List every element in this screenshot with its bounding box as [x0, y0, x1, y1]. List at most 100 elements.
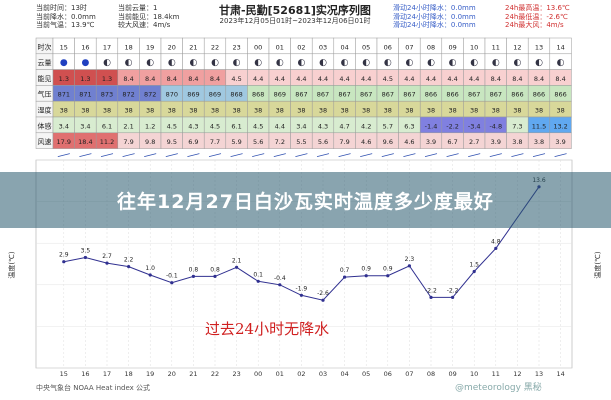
x-tick-label: 12	[513, 370, 521, 378]
table-cell-value: 38	[448, 107, 456, 115]
temperature-label: 0.1	[253, 271, 263, 278]
temperature-point	[386, 274, 390, 278]
header-left-1: 当前降水：0.0mm	[36, 12, 96, 21]
table-cell-value: 14	[556, 43, 564, 51]
table-cell-value: 38	[189, 107, 197, 115]
table-cell-value: 867	[490, 91, 502, 99]
table-row-label: 能见	[38, 74, 52, 83]
table-cell-value: 38	[124, 107, 132, 115]
x-tick-label: 15	[60, 370, 68, 378]
temperature-label: 1.0	[145, 265, 155, 272]
watermark: @meteorology 黑秘	[455, 383, 542, 393]
wind-barb	[165, 153, 178, 157]
table-cell-value: 7.2	[275, 138, 285, 146]
table-cell-value: 4.5	[231, 75, 241, 83]
temperature-point	[235, 265, 239, 269]
header-right2: 24h最高温：13.6℃ 24h最低温：-2.6℃ 24h最大风：4m/s	[505, 4, 570, 30]
table-cell-value: 10	[470, 43, 478, 51]
x-tick-label: 20	[168, 370, 176, 378]
table-cell-value: -1.4	[425, 122, 438, 130]
table-cell-value: ◐	[189, 58, 197, 68]
table-cell-value: 4.4	[426, 75, 436, 83]
temperature-label: 4.8	[491, 238, 501, 245]
x-tick-label: 06	[384, 370, 392, 378]
table-cell-value: ◐	[557, 58, 565, 68]
table-cell-value: ◐	[146, 58, 154, 68]
wind-barb	[381, 153, 394, 157]
wind-barb	[252, 153, 265, 157]
wind-barb	[144, 153, 157, 157]
table-cell-value: 8.4	[188, 75, 198, 83]
header-left: 当前时间：13时 当前降水：0.0mm 当前气温：13.9℃	[36, 4, 96, 30]
table-cell-value: 4.4	[275, 122, 285, 130]
table-cell-value: 08	[427, 43, 435, 51]
temperature-label: 2.7	[102, 253, 112, 260]
temperature-label: -2.6	[317, 290, 329, 297]
table-cell-value: 3.9	[491, 138, 501, 146]
header-right: 滑动24小时降水：0.0mm 滑动24小时降水：0.0mm 滑动24小时降水：0…	[393, 4, 476, 30]
table-cell-value: ◐	[233, 58, 241, 68]
wind-barb	[316, 153, 330, 157]
wind-barb	[230, 153, 243, 157]
table-cell-value: 8.4	[534, 75, 544, 83]
table-cell-value: 8.4	[167, 75, 177, 83]
x-tick-label: 17	[103, 370, 111, 378]
temperature-label: 0.7	[340, 267, 350, 274]
x-tick-label: 04	[340, 370, 348, 378]
table-cell-value: 2.1	[123, 122, 133, 130]
temperature-label: 2.3	[405, 256, 415, 263]
table-cell-value: 4.5	[253, 122, 263, 130]
table-cell-value: 05	[362, 43, 370, 51]
table-cell-value: 06	[384, 43, 392, 51]
table-cell-value: 6.1	[231, 122, 241, 130]
table-cell-value: 870	[166, 91, 178, 99]
chart-title: 甘肃-民勤[52681]实况序列图	[219, 4, 371, 17]
temperature-point	[83, 255, 87, 260]
table-cell-value: 4.2	[361, 122, 371, 130]
table-cell-value: -3.4	[468, 122, 481, 130]
x-tick-label: 09	[448, 370, 456, 378]
table-cell-value: 4.4	[404, 75, 414, 83]
x-tick-label: 10	[470, 370, 478, 378]
table-cell-value: 22	[211, 43, 219, 51]
table-cell-value: -4.8	[489, 122, 502, 130]
wind-barb	[403, 153, 416, 157]
table-cell-value: ◐	[319, 58, 327, 68]
table-cell-value: ◐	[405, 58, 413, 68]
wind-barb	[424, 153, 438, 157]
table-cell-value: 02	[297, 43, 305, 51]
x-tick-label: 05	[362, 370, 370, 378]
table-cell-value: 4.4	[253, 75, 263, 83]
table-cell-value: 867	[403, 91, 415, 99]
temperature-label: 2.9	[59, 252, 69, 259]
table-cell-value: 869	[187, 91, 199, 99]
temperature-label: -0.4	[274, 275, 286, 282]
x-tick-label: 08	[427, 370, 435, 378]
table-cell-value: 5.6	[318, 138, 328, 146]
table-cell-value: 4.4	[275, 75, 285, 83]
table-cell-value: 4.4	[447, 75, 457, 83]
table-cell-value: 4.6	[361, 138, 371, 146]
wind-barb	[295, 153, 308, 157]
table-cell-value: 8.4	[123, 75, 133, 83]
table-cell-value: 38	[492, 107, 500, 115]
x-tick-label: 11	[492, 370, 500, 378]
table-row-label: 时次	[38, 42, 52, 51]
x-tick-label: 02	[297, 370, 305, 378]
table-cell-value: 04	[340, 43, 348, 51]
wind-barb	[187, 153, 200, 157]
temperature-point	[213, 274, 217, 278]
table-cell	[549, 132, 572, 149]
temperature-point	[407, 264, 411, 268]
table-cell-value: 872	[144, 91, 156, 99]
table-cell-value: 16	[81, 43, 89, 51]
header-left-0: 当前时间：13时	[36, 4, 87, 12]
footer-source: 中央气象台 NOAA Heat index 公式	[36, 384, 151, 392]
wind-barb	[79, 153, 92, 157]
wind-barb	[360, 153, 373, 157]
table-cell-value: ◐	[470, 58, 478, 68]
table-cell-value: 38	[384, 107, 392, 115]
table-cell-value: 869	[209, 91, 221, 99]
table-cell-value: 7.9	[339, 138, 349, 146]
header-left-2: 当前气温：13.9℃	[36, 21, 95, 29]
